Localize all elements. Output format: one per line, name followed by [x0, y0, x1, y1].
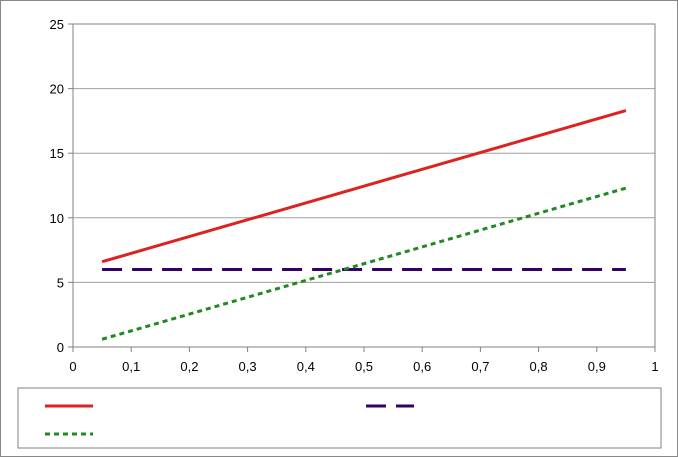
x-tick-label: 1: [651, 359, 658, 374]
y-tick-label: 10: [50, 211, 64, 226]
y-tick-label: 5: [57, 275, 64, 290]
x-tick-label: 0,1: [122, 359, 140, 374]
y-tick-label: 0: [57, 340, 64, 355]
x-tick-label: 0,5: [355, 359, 373, 374]
x-tick-label: 0: [69, 359, 76, 374]
legend: [17, 387, 662, 449]
x-tick-label: 0,3: [239, 359, 257, 374]
series-line-1: [101, 109, 627, 264]
axes: 0 5 10 15 20 25 0 0,1 0,2 0,3 0,4 0,5 0,6 0,7 0,8 0,9 1: [50, 17, 659, 374]
x-tick-label: 0,8: [530, 359, 548, 374]
x-tick-label: 0,6: [413, 359, 431, 374]
x-tick-label: 0,4: [297, 359, 315, 374]
series-lines: [101, 109, 627, 341]
x-tick-label: 0,2: [180, 359, 198, 374]
gridlines: [73, 88, 655, 283]
x-tick-label: 0,9: [588, 359, 606, 374]
y-tick-label: 15: [50, 146, 64, 161]
y-tick-label: 20: [50, 82, 64, 97]
series-line-3: [101, 186, 627, 341]
y-tick-label: 25: [50, 17, 64, 32]
x-tick-label: 0,7: [471, 359, 489, 374]
legend-box: [17, 387, 662, 449]
